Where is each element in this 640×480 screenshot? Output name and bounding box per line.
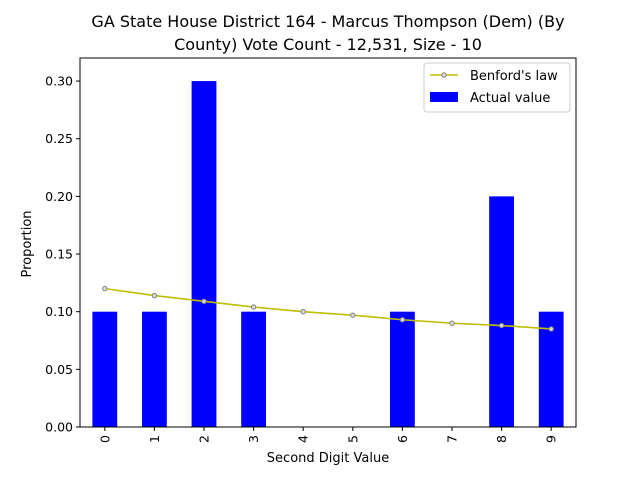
y-tick-label: 0.05 [45, 362, 73, 377]
legend: Benford's law Actual value [423, 62, 571, 113]
x-axis: 0 1 2 3 4 5 6 7 8 9 [97, 427, 559, 443]
plot-area-frame [79, 57, 577, 428]
benford-point-8 [498, 322, 505, 329]
y-axis-label: Proportion [20, 210, 35, 277]
x-tick-label-6: 6 [395, 435, 410, 443]
benford-line [104, 287, 552, 330]
benford-point-4 [300, 308, 306, 315]
legend-actual-label: Actual value [470, 91, 550, 106]
x-tick-label-4: 4 [296, 435, 311, 443]
x-tick-label-5: 5 [345, 435, 360, 443]
bar-digit-2 [191, 81, 217, 427]
benford-point-6 [399, 317, 406, 323]
bar-digit-1 [142, 311, 167, 427]
x-tick-label-7: 7 [445, 435, 460, 443]
benford-point-5 [350, 312, 356, 318]
x-axis-label: Second Digit Value [267, 451, 389, 466]
y-axis: 0.00 0.05 0.10 0.15 0.20 0.25 0.30 [45, 74, 80, 435]
x-tick-label-1: 1 [147, 435, 162, 443]
chart-title-line-1: GA State House District 164 - Marcus Tho… [91, 12, 564, 31]
benford-point-3 [250, 304, 257, 310]
y-tick-label: 0.25 [45, 131, 73, 146]
x-tick-label-3: 3 [246, 435, 261, 443]
x-tick-label-0: 0 [97, 435, 112, 443]
bar-digit-0 [92, 311, 118, 427]
x-tick-label-9: 9 [544, 435, 559, 443]
x-tick-label-8: 8 [494, 435, 509, 443]
y-tick-label: 0.20 [45, 189, 73, 204]
bar-series [92, 81, 564, 427]
chart-title-line-2: County) Vote Count - 12,531, Size - 10 [174, 35, 482, 54]
legend-benford-marker [441, 72, 447, 78]
legend-box [423, 62, 571, 113]
benford-point-2 [201, 298, 207, 305]
benford-line-series [102, 285, 554, 332]
legend-actual-bar-swatch [430, 92, 458, 102]
legend-benford-label: Benford's law [470, 69, 558, 84]
y-tick-label: 0.15 [45, 247, 73, 262]
benford-point-9 [548, 326, 554, 332]
benford-point-1 [151, 292, 158, 299]
benford-point-0 [102, 285, 108, 292]
benford-point-7 [449, 320, 455, 326]
y-tick-label: 0.10 [45, 304, 73, 319]
bar-digit-8 [489, 196, 514, 427]
x-tick-label-2: 2 [197, 435, 212, 443]
y-tick-label: 0.30 [45, 74, 73, 89]
y-tick-label: 0.00 [45, 420, 73, 435]
bar-digit-6 [390, 311, 415, 427]
bar-digit-3 [241, 311, 266, 427]
